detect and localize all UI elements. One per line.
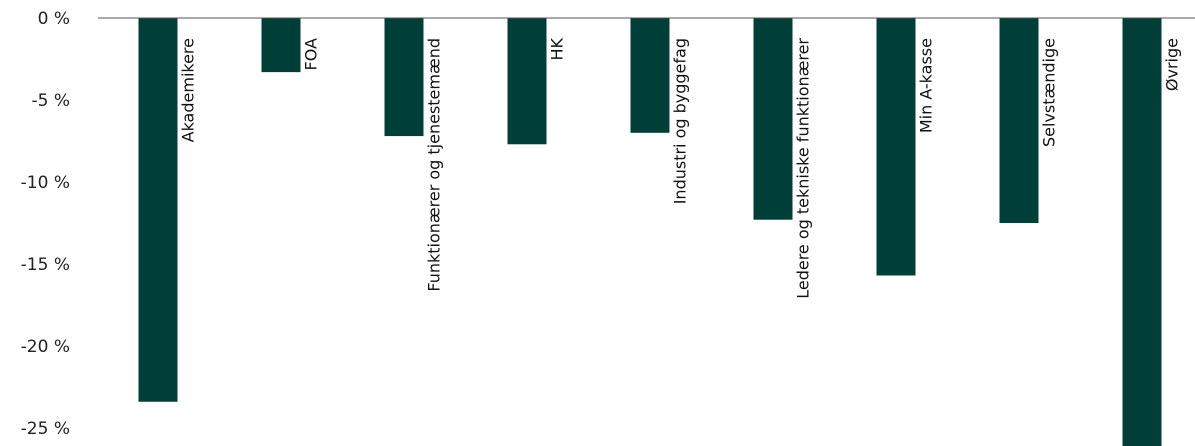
bar xyxy=(1122,18,1162,446)
y-tick-label: -20 % xyxy=(21,337,70,357)
y-tick-label: -25 % xyxy=(21,419,70,439)
category-label: Selvstændige xyxy=(1040,38,1059,147)
category-label: FOA xyxy=(302,38,321,71)
category-label: Akademikere xyxy=(179,38,198,142)
category-label: Min A-kasse xyxy=(917,38,936,133)
bar xyxy=(261,18,301,73)
bar xyxy=(384,18,424,137)
bars xyxy=(138,18,1162,446)
bar xyxy=(999,18,1039,223)
category-label: Øvrige xyxy=(1163,38,1182,91)
y-tick-label: -10 % xyxy=(21,173,70,193)
bar xyxy=(753,18,793,220)
category-label: Industri og byggefag xyxy=(671,38,690,204)
y-axis: 0 % -5 % -10 % -15 % -20 % -25 % xyxy=(21,9,70,439)
category-labels: Akademikere FOA Funktionærer og tjenestemæ… xyxy=(179,38,1182,299)
y-tick-label: -5 % xyxy=(31,91,70,111)
y-tick-label: 0 % xyxy=(38,9,70,29)
bar xyxy=(138,18,178,402)
category-label: Funktionærer og tjenestemænd xyxy=(425,38,444,292)
bar xyxy=(507,18,547,145)
category-label: HK xyxy=(548,38,567,61)
category-label: Ledere og tekniske funktionærer xyxy=(794,38,813,299)
y-tick-label: -15 % xyxy=(21,255,70,275)
bar xyxy=(630,18,670,133)
bar xyxy=(876,18,916,276)
